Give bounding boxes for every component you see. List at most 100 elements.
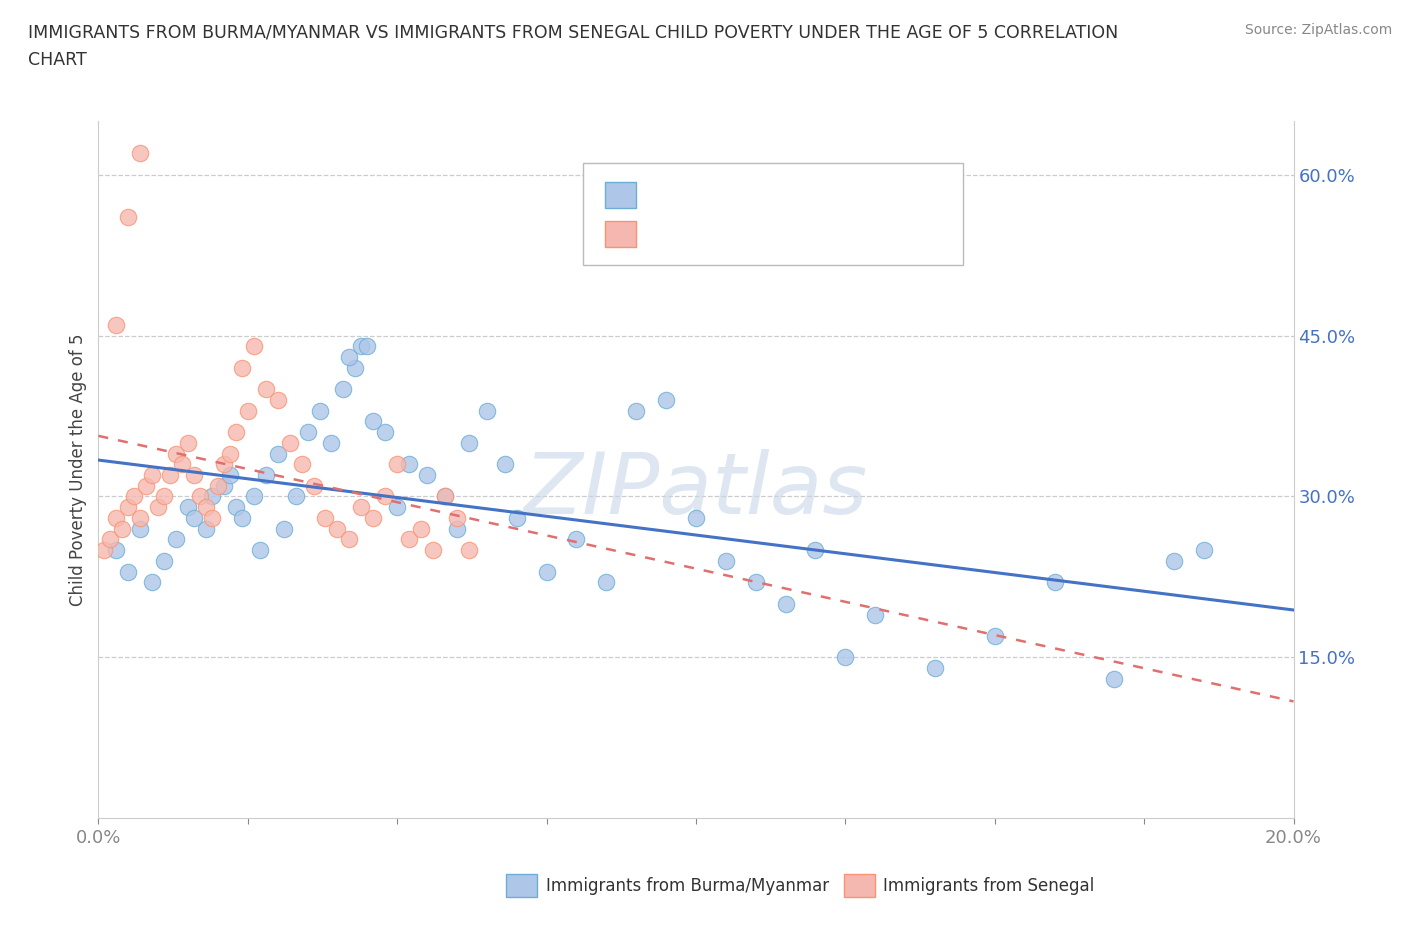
Point	[398, 532, 420, 547]
Point	[153, 553, 176, 568]
Point	[363, 511, 385, 525]
Point	[411, 521, 433, 536]
Point	[297, 425, 319, 440]
Point	[212, 457, 235, 472]
Point	[291, 457, 314, 472]
Text: ZIPatlas: ZIPatlas	[524, 449, 868, 532]
Point	[284, 489, 307, 504]
Point	[117, 565, 139, 579]
Text: R =: R =	[644, 225, 685, 244]
Point	[363, 414, 385, 429]
Point	[207, 478, 229, 493]
Point	[129, 146, 152, 161]
Text: 58: 58	[799, 186, 823, 205]
Text: 0.050: 0.050	[686, 186, 740, 205]
Text: R =: R =	[644, 186, 685, 205]
Point	[865, 607, 887, 622]
Point	[124, 489, 146, 504]
Point	[374, 425, 396, 440]
Point	[105, 511, 128, 525]
Point	[249, 543, 271, 558]
Point	[148, 499, 170, 514]
Point	[565, 532, 588, 547]
Point	[984, 629, 1007, 644]
Text: Immigrants from Burma/Myanmar: Immigrants from Burma/Myanmar	[546, 877, 828, 895]
Point	[446, 521, 468, 536]
Point	[105, 543, 128, 558]
Point	[745, 575, 768, 590]
Point	[177, 499, 200, 514]
Point	[475, 404, 498, 418]
Point	[434, 489, 457, 504]
Point	[398, 457, 420, 472]
Text: Immigrants from Senegal: Immigrants from Senegal	[883, 877, 1094, 895]
Point	[278, 435, 301, 450]
Point	[117, 210, 139, 225]
Point	[302, 478, 325, 493]
Point	[172, 457, 194, 472]
Text: CHART: CHART	[28, 51, 87, 69]
Text: N =: N =	[759, 186, 801, 205]
Text: N =: N =	[759, 225, 801, 244]
Point	[243, 339, 266, 353]
Text: Source: ZipAtlas.com: Source: ZipAtlas.com	[1244, 23, 1392, 37]
Point	[183, 468, 205, 483]
Point	[326, 521, 349, 536]
Point	[225, 499, 247, 514]
Point	[117, 499, 139, 514]
Point	[267, 392, 290, 407]
Point	[458, 435, 481, 450]
Point	[195, 499, 218, 514]
Point	[321, 435, 343, 450]
Point	[98, 532, 122, 547]
Point	[165, 532, 187, 547]
Point	[141, 575, 163, 590]
Point	[1043, 575, 1066, 590]
Point	[1104, 671, 1126, 686]
Point	[111, 521, 134, 536]
Point	[775, 596, 797, 611]
Point	[93, 543, 115, 558]
Point	[1163, 553, 1185, 568]
Point	[446, 511, 468, 525]
Point	[506, 511, 529, 525]
Point	[254, 381, 277, 396]
Point	[188, 489, 211, 504]
Point	[308, 404, 330, 418]
Point	[344, 360, 367, 375]
Point	[804, 543, 827, 558]
Point	[685, 511, 707, 525]
Point	[332, 381, 354, 396]
Text: 0.236: 0.236	[686, 225, 740, 244]
Point	[924, 660, 946, 675]
Point	[195, 521, 218, 536]
Point	[374, 489, 396, 504]
Point	[416, 468, 439, 483]
Point	[834, 650, 856, 665]
Point	[350, 499, 373, 514]
Point	[595, 575, 617, 590]
Point	[339, 532, 361, 547]
Point	[219, 468, 242, 483]
Point	[153, 489, 176, 504]
Point	[536, 565, 558, 579]
Point	[231, 511, 253, 525]
Y-axis label: Child Poverty Under the Age of 5: Child Poverty Under the Age of 5	[69, 333, 87, 606]
Point	[254, 468, 277, 483]
Point	[315, 511, 337, 525]
Point	[183, 511, 205, 525]
Point	[201, 511, 224, 525]
Point	[129, 511, 152, 525]
Point	[494, 457, 516, 472]
Point	[212, 478, 235, 493]
Point	[225, 425, 247, 440]
Text: 47: 47	[799, 225, 823, 244]
Point	[201, 489, 224, 504]
Point	[339, 350, 361, 365]
Point	[626, 404, 648, 418]
Point	[159, 468, 181, 483]
Point	[135, 478, 157, 493]
Point	[458, 543, 481, 558]
Point	[350, 339, 373, 353]
Point	[231, 360, 253, 375]
